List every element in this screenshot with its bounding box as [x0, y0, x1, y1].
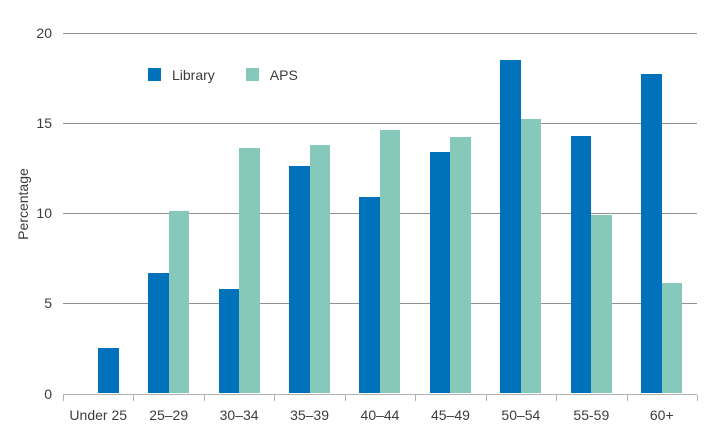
x-tick-label: 30–34: [219, 407, 259, 423]
x-axis-tick: [63, 394, 64, 401]
library-bar: [289, 166, 310, 394]
library-legend-swatch: [148, 68, 161, 81]
y-tick-label: 0: [44, 385, 52, 402]
library-bar: [570, 135, 592, 394]
x-tick-label: 25–29: [149, 407, 189, 423]
gridline-20: [63, 32, 697, 34]
x-axis-tick: [626, 394, 628, 401]
library-bar: [429, 151, 451, 394]
library-bar: [148, 272, 169, 394]
x-axis-tick: [133, 394, 135, 401]
library-bar: [500, 59, 521, 394]
x-tick-label: 40–44: [360, 407, 400, 423]
x-axis-tick: [556, 394, 558, 401]
aps-bar: [591, 214, 612, 394]
library-bar: [359, 196, 380, 394]
y-axis-title: Percentage: [15, 168, 31, 240]
aps-bar: [168, 211, 190, 394]
y-tick-label: 5: [44, 295, 52, 312]
legend: Library APS: [148, 66, 298, 83]
x-axis-tick: [415, 394, 417, 401]
aps-bar: [379, 130, 401, 394]
x-axis-tick: [485, 394, 487, 401]
x-tick-label: 60+: [649, 407, 674, 423]
x-tick-label: 50–54: [501, 407, 541, 423]
x-axis-tick: [203, 394, 205, 401]
x-axis-tick: [697, 394, 698, 401]
library-bar: [641, 74, 662, 394]
library-bar: [98, 348, 119, 394]
x-axis-line: [63, 393, 697, 395]
aps-bar: [239, 148, 260, 394]
library-legend-label: Library: [172, 66, 215, 83]
aps-bar: [450, 137, 471, 394]
aps-bar: [520, 119, 542, 394]
aps-legend-label: APS: [269, 66, 298, 83]
x-tick-label: 35–39: [290, 407, 330, 423]
y-tick-label: 15: [36, 114, 52, 131]
x-axis-tick: [344, 394, 346, 401]
y-tick-label: 20: [36, 24, 52, 41]
x-tick-label: Under 25: [69, 407, 128, 423]
aps-legend-swatch: [245, 68, 259, 81]
x-tick-label: 45–49: [430, 407, 470, 423]
aps-bar: [661, 283, 683, 394]
x-tick-label: 55-59: [573, 407, 610, 423]
aps-bar: [309, 144, 331, 394]
x-axis-tick: [274, 394, 276, 401]
gridline-15: [63, 122, 697, 124]
y-tick-label: 10: [36, 205, 52, 222]
library-bar: [218, 288, 240, 394]
